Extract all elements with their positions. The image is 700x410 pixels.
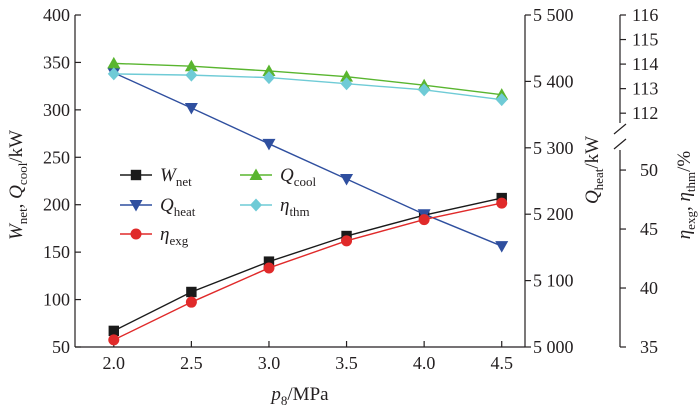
middle-y-tick-label: 5 200	[533, 204, 574, 224]
right-y-tick-label: 45	[640, 219, 658, 239]
right-y-tick-label: 112	[632, 103, 658, 123]
right-y-tick-label: 113	[632, 79, 658, 99]
right-y-tick-label: 50	[640, 160, 658, 180]
data-point-net	[186, 286, 197, 298]
middle-y-tick-label: 5 500	[533, 5, 574, 25]
data-point-net	[263, 256, 275, 267]
data-point-cool	[184, 59, 198, 72]
data-point-cool	[340, 70, 354, 82]
x-tick-label: 2.5	[180, 353, 203, 373]
legend-marker	[130, 169, 142, 181]
legend-marker	[129, 200, 143, 212]
middle-y-tick-label: 5 100	[533, 271, 574, 291]
data-point-thm	[185, 68, 198, 82]
data-point-exg	[185, 296, 197, 308]
series-line-net	[113, 197, 502, 332]
data-point-exg	[263, 262, 275, 274]
left-y-tick-label: 100	[43, 290, 70, 310]
series-line-exg	[113, 202, 502, 341]
data-point-thm	[340, 77, 353, 91]
legend-item-cool: Qcool	[240, 165, 317, 189]
data-point-net	[108, 325, 119, 337]
data-point-thm	[262, 71, 275, 85]
data-point-thm	[495, 93, 508, 107]
left-y-axis-title: Wnet, Qcool/kW	[6, 130, 30, 240]
x-tick-label: 4.5	[490, 353, 513, 373]
series-thm	[107, 67, 508, 107]
series-line-thm	[113, 73, 502, 101]
data-point-heat	[340, 174, 354, 186]
data-point-exg	[496, 197, 508, 209]
legend-label: Qcool	[280, 165, 317, 189]
legend-label: ηthm	[280, 195, 310, 219]
data-point-heat	[262, 138, 276, 151]
x-tick-label: 3.0	[258, 353, 281, 373]
axis-break-mark	[613, 123, 627, 150]
data-point-cool	[107, 56, 121, 69]
data-point-heat	[495, 241, 509, 253]
series-layer	[107, 56, 509, 346]
x-tick-label: 2.0	[103, 353, 126, 373]
legend-marker	[130, 228, 142, 240]
right-y-tick-label: 116	[632, 5, 658, 25]
left-y-tick-label: 200	[43, 195, 70, 215]
legend-item-exg: ηexg	[120, 224, 189, 248]
data-point-exg	[418, 214, 430, 226]
legend-item-thm: ηthm	[240, 195, 310, 219]
left-y-tick-label: 250	[43, 147, 70, 167]
data-point-cool	[262, 64, 276, 76]
data-point-exg	[108, 334, 120, 346]
data-point-heat	[184, 102, 198, 115]
series-line-heat	[113, 72, 502, 247]
left-y-tick-label: 350	[43, 52, 70, 72]
x-tick-label: 4.0	[413, 353, 436, 373]
legend-marker	[250, 198, 262, 212]
series-exg	[108, 197, 508, 346]
middle-y-tick-label: 5 400	[533, 71, 574, 91]
legend-label: ηexg	[160, 224, 189, 248]
legend-marker	[249, 168, 263, 180]
right-y-tick-label: 115	[632, 30, 658, 50]
axes-layer: 2.0 2.5 3.0 3.5 4.0 4.5 50 100 150 200 250 300 350 40…	[43, 5, 658, 373]
left-y-tick-label: 400	[43, 5, 70, 25]
middle-y-axis-title: Qheat/kW	[582, 136, 606, 204]
x-tick-label: 3.5	[335, 353, 358, 373]
middle-y-tick-label: 5 300	[533, 138, 574, 158]
middle-y-tick-label: 5 000	[533, 337, 574, 357]
data-point-exg	[341, 235, 353, 247]
right-y-tick-label: 35	[640, 337, 658, 357]
left-y-tick-label: 50	[52, 337, 70, 357]
legend-item-net: Wnet	[120, 165, 192, 189]
legend: Wnet Qcool Qheat ηthm ηexg	[120, 165, 317, 248]
series-line-cool	[113, 62, 502, 96]
data-point-thm	[418, 83, 431, 97]
legend-label: Qheat	[160, 195, 196, 219]
legend-label: Wnet	[160, 165, 192, 189]
legend-item-heat: Qheat	[120, 195, 196, 219]
axis-titles: p8/MPa Wnet, Qcool/kW Qheat/kW ηexg, ηthm/%	[6, 130, 698, 408]
left-y-tick-label: 150	[43, 242, 70, 262]
series-heat	[107, 67, 509, 253]
left-y-tick-label: 300	[43, 100, 70, 120]
data-point-thm	[107, 67, 120, 81]
x-axis-title: p8/MPa	[269, 384, 329, 408]
right-y-axis-title: ηexg, ηthm/%	[674, 151, 698, 240]
right-y-tick-label: 40	[640, 278, 658, 298]
right-y-tick-label: 114	[632, 54, 658, 74]
